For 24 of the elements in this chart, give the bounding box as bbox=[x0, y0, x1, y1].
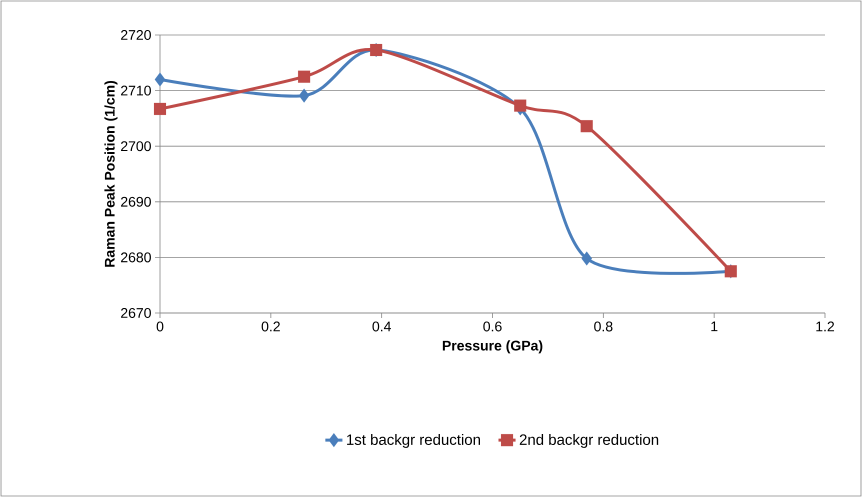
y-tick-label: 2720 bbox=[121, 30, 151, 40]
point bbox=[298, 88, 310, 103]
x-tick-label: 1.2 bbox=[816, 322, 834, 332]
x-tick-label: 0.4 bbox=[372, 322, 391, 332]
y-tick-label: 2670 bbox=[121, 308, 151, 318]
x-tick-label: 0.2 bbox=[262, 322, 280, 332]
x-tick-label: 0 bbox=[156, 322, 164, 332]
y-tick-label: 2690 bbox=[121, 196, 151, 207]
point bbox=[298, 70, 310, 83]
point bbox=[514, 100, 526, 112]
x-tick-label: 0.8 bbox=[594, 322, 612, 332]
x-axis-title: Pressure (GPa) bbox=[442, 340, 542, 354]
point bbox=[154, 102, 166, 115]
y-tick-label: 2700 bbox=[121, 141, 151, 152]
y-tick-label: 2680 bbox=[121, 252, 151, 262]
point bbox=[154, 72, 166, 87]
y-tick-label: 2710 bbox=[121, 86, 151, 96]
y-axis-title: Raman Peak Position (1/cm) bbox=[104, 80, 118, 267]
x-tick-label: 0.6 bbox=[483, 322, 502, 332]
legend-label: 1st backgr reduction bbox=[347, 434, 480, 448]
point bbox=[581, 251, 592, 266]
x-tick-label: 1 bbox=[711, 322, 718, 332]
point bbox=[580, 120, 593, 132]
legend-label: 2nd backgr reduction bbox=[520, 434, 658, 448]
